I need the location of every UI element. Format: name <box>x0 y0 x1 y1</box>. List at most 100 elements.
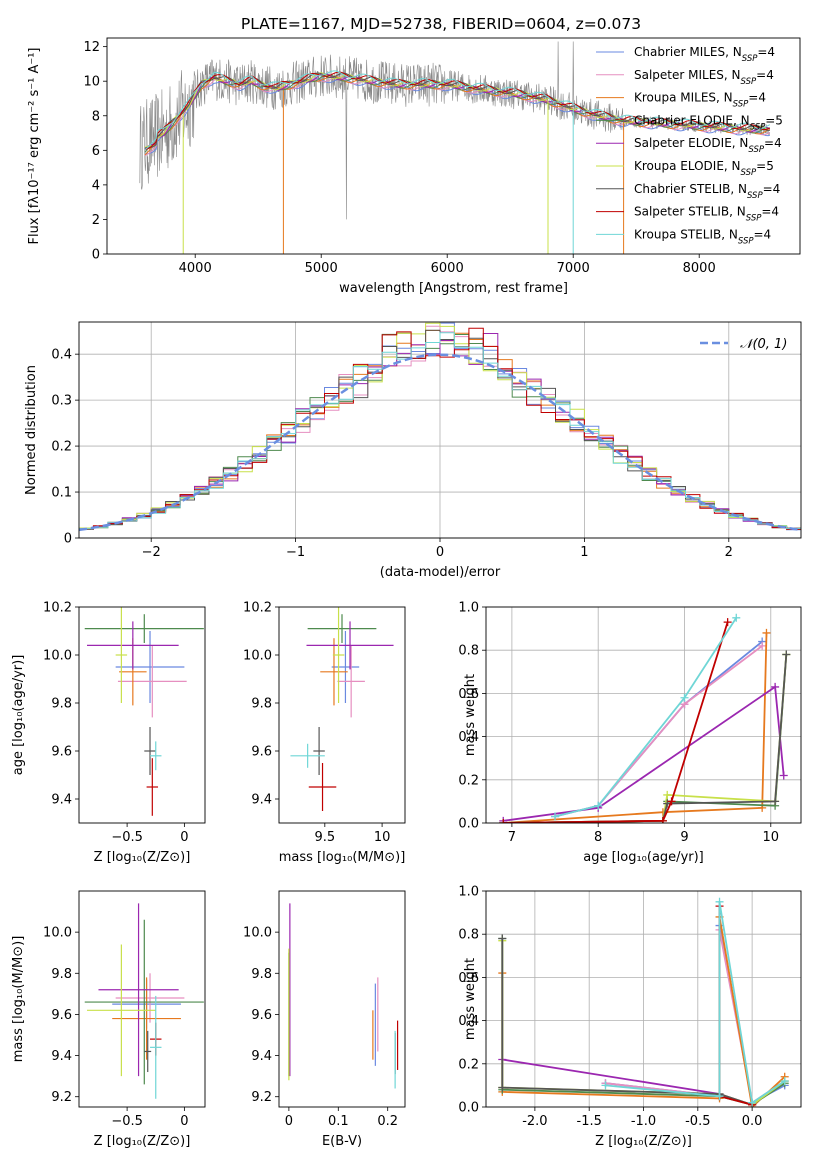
weight-point <box>499 819 508 823</box>
x-tick-label: 10 <box>763 830 780 845</box>
weight-point <box>771 682 780 691</box>
weight-point <box>779 771 788 780</box>
y-tick-label: 10.0 <box>243 649 272 664</box>
y-tick-label: 9.8 <box>51 967 72 982</box>
y-tick-label: 6 <box>92 144 100 159</box>
age-vs-z-axes: −0.5 0 9.4 9.6 9.8 10.0 10.2 Z [log₁₀(Z/Z⊙)] age… <box>11 601 190 866</box>
x-tick-label: 9.5 <box>314 830 335 845</box>
y-axis-label: mass [log₁₀(M/M⊙)] <box>11 936 26 1063</box>
y-tick-label: 10 <box>83 75 100 90</box>
spectrum-frame <box>106 37 801 255</box>
y-axis-label: Normed distribution <box>24 365 39 495</box>
y-tick-label: 9.4 <box>51 1049 72 1064</box>
y-tick-label: 0.4 <box>458 1014 479 1029</box>
spectrum-axes: 4000 5000 6000 7000 8000 0 2 4 6 8 10 12 wavelength … <box>27 40 716 296</box>
y-tick-label: 9.4 <box>251 1049 272 1064</box>
legend-entry: Chabrier STELIB, NSSP=4 <box>634 182 780 201</box>
x-tick-label: 0.0 <box>742 1114 763 1129</box>
age-vs-mass-frame <box>278 606 406 824</box>
x-axis-label: E(B-V) <box>322 1134 362 1149</box>
weight-point <box>658 816 667 823</box>
y-axis-label: mass weight <box>463 674 478 756</box>
y-tick-label: 9.6 <box>251 1008 272 1023</box>
y-tick-label: 0.4 <box>458 730 479 745</box>
weight-point <box>780 1077 789 1086</box>
x-tick-label: 0 <box>180 1114 188 1129</box>
x-tick-label: 10 <box>374 830 391 845</box>
x-tick-label: 8000 <box>683 261 716 276</box>
x-tick-label: 0 <box>180 830 188 845</box>
x-axis-label: Z [log₁₀(Z/Z⊙)] <box>595 1134 692 1149</box>
y-tick-label: 1.0 <box>458 885 479 900</box>
y-tick-label: 0.8 <box>458 644 479 659</box>
y-tick-label: 9.4 <box>51 793 72 808</box>
legend-entry: Chabrier ELODIE, NSSP=5 <box>634 113 783 132</box>
y-tick-label: 4 <box>92 178 100 193</box>
mass-vs-z-plot <box>84 903 204 1099</box>
x-axis-label: age [log₁₀(age/yr)] <box>583 850 704 865</box>
x-tick-label: -1.0 <box>631 1114 656 1129</box>
x-tick-label: 0 <box>285 1114 293 1129</box>
weight-point <box>748 1098 757 1107</box>
spectrum-model-line <box>144 70 771 254</box>
weight-point <box>663 790 672 799</box>
x-tick-label: 8 <box>594 830 602 845</box>
y-tick-label: 1.0 <box>458 601 479 616</box>
weight-point <box>498 1083 507 1092</box>
mass-vs-ebv-frame <box>278 890 406 1108</box>
x-tick-label: −2 <box>142 545 161 560</box>
y-tick-label: 9.2 <box>51 1090 72 1105</box>
residuals-plot <box>79 322 801 532</box>
y-tick-label: 9.6 <box>251 745 272 760</box>
weight-point <box>601 1081 610 1090</box>
y-tick-label: 8 <box>92 109 100 124</box>
age-vs-z-frame <box>78 606 206 824</box>
y-tick-label: 10.0 <box>43 926 72 941</box>
weight-point <box>594 801 603 810</box>
mass-vs-z-frame <box>78 890 206 1108</box>
age-vs-z-plot <box>84 607 204 816</box>
weight-series-line <box>554 617 738 818</box>
weight-series-line <box>503 621 729 823</box>
mass-vs-ebv-plot <box>288 903 399 1089</box>
legend-entry: Kroupa STELIB, NSSP=4 <box>634 227 771 246</box>
x-tick-label: 7 <box>508 830 516 845</box>
x-tick-label: −1 <box>286 545 305 560</box>
y-tick-label: 0.8 <box>458 928 479 943</box>
legend-entry: Salpeter ELODIE, NSSP=4 <box>634 136 782 155</box>
weight-point <box>715 1092 724 1101</box>
y-tick-label: 9.8 <box>51 697 72 712</box>
age-vs-mass-axes: 9.5 10 9.4 9.6 9.8 10.0 10.2 mass [log₁₀(M/M⊙)] <box>243 601 405 866</box>
x-axis-label: Z [log₁₀(Z/Z⊙)] <box>94 850 191 865</box>
y-tick-label: 9.4 <box>251 793 272 808</box>
legend-entry: Salpeter STELIB, NSSP=4 <box>634 205 779 224</box>
histogram-series <box>79 333 801 530</box>
weight-point <box>758 641 767 650</box>
weight-point <box>771 797 780 806</box>
y-tick-label: 0.1 <box>51 486 72 501</box>
legend-entry: Chabrier MILES, NSSP=4 <box>634 45 775 64</box>
y-tick-label: 9.6 <box>51 745 72 760</box>
weight-point <box>498 934 507 943</box>
weight-series-line <box>503 632 768 823</box>
y-tick-label: 0.4 <box>51 348 72 363</box>
weight-vs-age-plot <box>499 613 791 823</box>
x-tick-label: 7000 <box>557 261 590 276</box>
weight-point <box>680 693 689 702</box>
weight-point <box>732 613 741 622</box>
legend-entry: 𝒩(0, 1) <box>740 337 787 352</box>
y-tick-label: 9.2 <box>251 1090 272 1105</box>
y-tick-label: 0 <box>92 248 100 263</box>
spectrum-plot <box>139 41 771 254</box>
y-tick-label: 12 <box>83 40 100 55</box>
y-tick-label: 10.2 <box>43 601 72 616</box>
x-axis-label: Z [log₁₀(Z/Z⊙)] <box>94 1134 191 1149</box>
x-tick-label: 1 <box>580 545 588 560</box>
y-tick-label: 0.0 <box>458 817 479 832</box>
y-tick-label: 0.3 <box>51 394 72 409</box>
x-tick-label: -0.5 <box>685 1114 710 1129</box>
legend-entry: Kroupa ELODIE, NSSP=5 <box>634 159 774 178</box>
weight-vs-z-plot <box>498 897 789 1107</box>
weight-point <box>762 628 771 637</box>
